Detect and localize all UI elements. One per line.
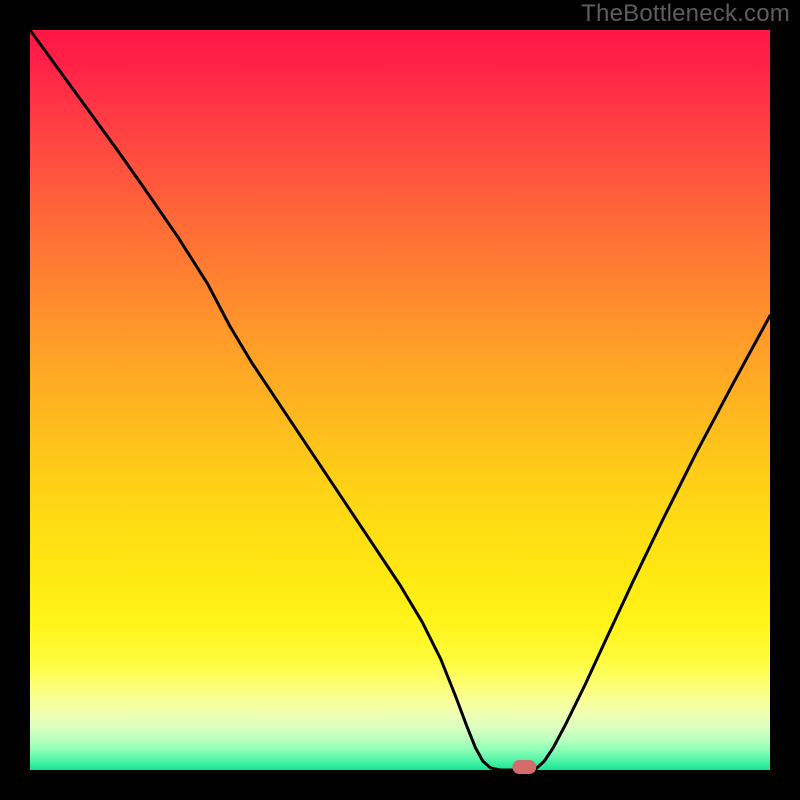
attribution-text: TheBottleneck.com [581,0,790,28]
plot-area [30,30,770,770]
optimum-marker [512,760,536,774]
bottleneck-chart [0,0,800,800]
chart-container: TheBottleneck.com [0,0,800,800]
